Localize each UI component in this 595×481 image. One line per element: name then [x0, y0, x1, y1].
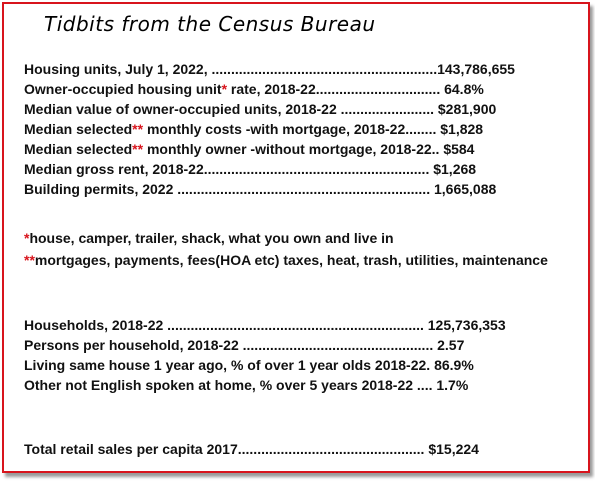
page-title: Tidbits from the Census Bureau [44, 12, 376, 36]
stat-line-median-gross-rent: Median gross rent, 2018-22..............… [24, 161, 477, 177]
footnote-marker: ** [24, 252, 35, 268]
footnote-marker: ** [132, 121, 144, 137]
stat-line-housing-units: Housing units, July 1, 2022, ...........… [24, 61, 515, 77]
footnote-single-star: *house, camper, trailer, shack, what you… [24, 230, 394, 246]
stat-line-costs-with-mortgage: Median selected** monthly costs -with mo… [24, 121, 484, 137]
stat-line-owner-occupied-rate: Owner-occupied housing unit* rate, 2018-… [24, 81, 484, 97]
footnote-marker: ** [132, 141, 144, 157]
stat-line-retail-sales: Total retail sales per capita 2017......… [24, 441, 479, 457]
census-tidbits-frame: Tidbits from the Census Bureau Housing u… [2, 2, 590, 473]
stat-line-living-same-house: Living same house 1 year ago, % of over … [24, 357, 474, 373]
stat-line-persons-per-household: Persons per household, 2018-22 .........… [24, 337, 465, 353]
stat-line-building-permits: Building permits, 2022 .................… [24, 181, 497, 197]
footnote-marker: * [24, 230, 30, 246]
footnote-marker: * [221, 81, 228, 97]
stat-line-costs-without-mortgage: Median selected** monthly owner -without… [24, 141, 475, 157]
footnote-double-star: **mortgages, payments, fees(HOA etc) tax… [24, 252, 548, 268]
stat-line-median-value: Median value of owner-occupied units, 20… [24, 101, 497, 117]
stat-line-households: Households, 2018-22 ....................… [24, 317, 506, 333]
stat-line-other-language: Other not English spoken at home, % over… [24, 377, 469, 393]
